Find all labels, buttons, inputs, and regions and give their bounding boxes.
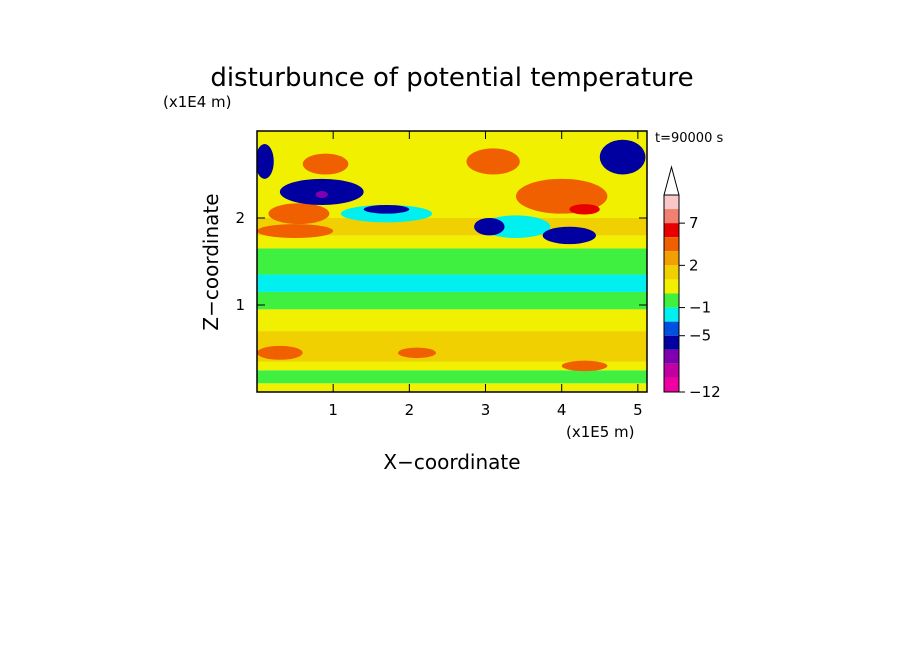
chart-title: disturbunce of potential temperature: [210, 63, 693, 93]
contour-band: [257, 383, 647, 392]
colorbar-swatch: [664, 349, 679, 364]
contour-band: [257, 309, 647, 332]
x-axis-label: X−coordinate: [383, 450, 520, 474]
contour-cell: [315, 191, 328, 198]
contour-band: [257, 331, 647, 362]
contour-cell: [569, 204, 600, 215]
x-tick-label: 3: [481, 401, 491, 419]
contour-band: [257, 291, 647, 310]
colorbar-swatch: [664, 195, 679, 210]
colorbar-swatch: [664, 293, 679, 308]
contour-cell: [542, 226, 596, 245]
y-tick-label: 1: [235, 296, 245, 314]
colorbar: 7 2 −1 −5 −12: [663, 165, 721, 401]
x-unit-label: (x1E5 m): [566, 423, 635, 441]
colorbar-swatch: [664, 251, 679, 266]
contour-cell: [474, 218, 505, 236]
contour-cell: [397, 347, 437, 359]
contour-cell: [599, 139, 646, 175]
contour-cell: [363, 204, 410, 214]
colorbar-label: −5: [689, 327, 711, 345]
contour-band: [257, 274, 647, 292]
colorbar-swatch: [664, 223, 679, 238]
colorbar-label: 2: [689, 256, 699, 274]
colorbar-swatch: [664, 265, 679, 280]
colorbar-swatch: [664, 237, 679, 252]
colorbar-frame: [663, 194, 680, 393]
contour-cell: [466, 148, 520, 175]
contour-cell: [257, 144, 274, 179]
colorbar-swatch: [664, 279, 679, 294]
contour-cell: [561, 360, 608, 372]
y-unit-label: (x1E4 m): [163, 93, 232, 111]
contour-cell: [302, 153, 349, 175]
colorbar-swatch: [664, 321, 679, 336]
colorbar-label: 7: [689, 214, 699, 232]
colorbar-swatch: [664, 307, 679, 322]
colorbar-label: −12: [689, 383, 721, 401]
contour-cell: [268, 203, 330, 225]
colorbar-label: −1: [689, 299, 711, 317]
colorbar-swatch: [664, 335, 679, 350]
contour-cell: [257, 345, 303, 360]
x-tick-label: 2: [405, 401, 415, 419]
time-label: t=90000 s: [655, 131, 723, 146]
contour-band: [257, 361, 647, 371]
contour-cell: [257, 224, 334, 239]
y-axis: 12: [235, 209, 647, 314]
y-axis-label: Z−coordinate: [199, 193, 223, 330]
heatmap-field: [257, 131, 647, 392]
x-tick-label: 4: [557, 401, 567, 419]
plot-frame: [256, 130, 648, 393]
contour-band: [257, 248, 647, 275]
x-axis: 1 2 3 4 5: [328, 131, 643, 419]
y-tick-label: 2: [235, 209, 245, 227]
contour-band: [257, 370, 647, 384]
x-tick-label: 5: [633, 401, 643, 419]
colorbar-swatch: [664, 377, 679, 392]
x-tick-label: 1: [328, 401, 338, 419]
colorbar-swatch: [664, 363, 679, 378]
colorbar-swatch: [664, 209, 679, 224]
colorbar-arrow: [663, 165, 680, 196]
